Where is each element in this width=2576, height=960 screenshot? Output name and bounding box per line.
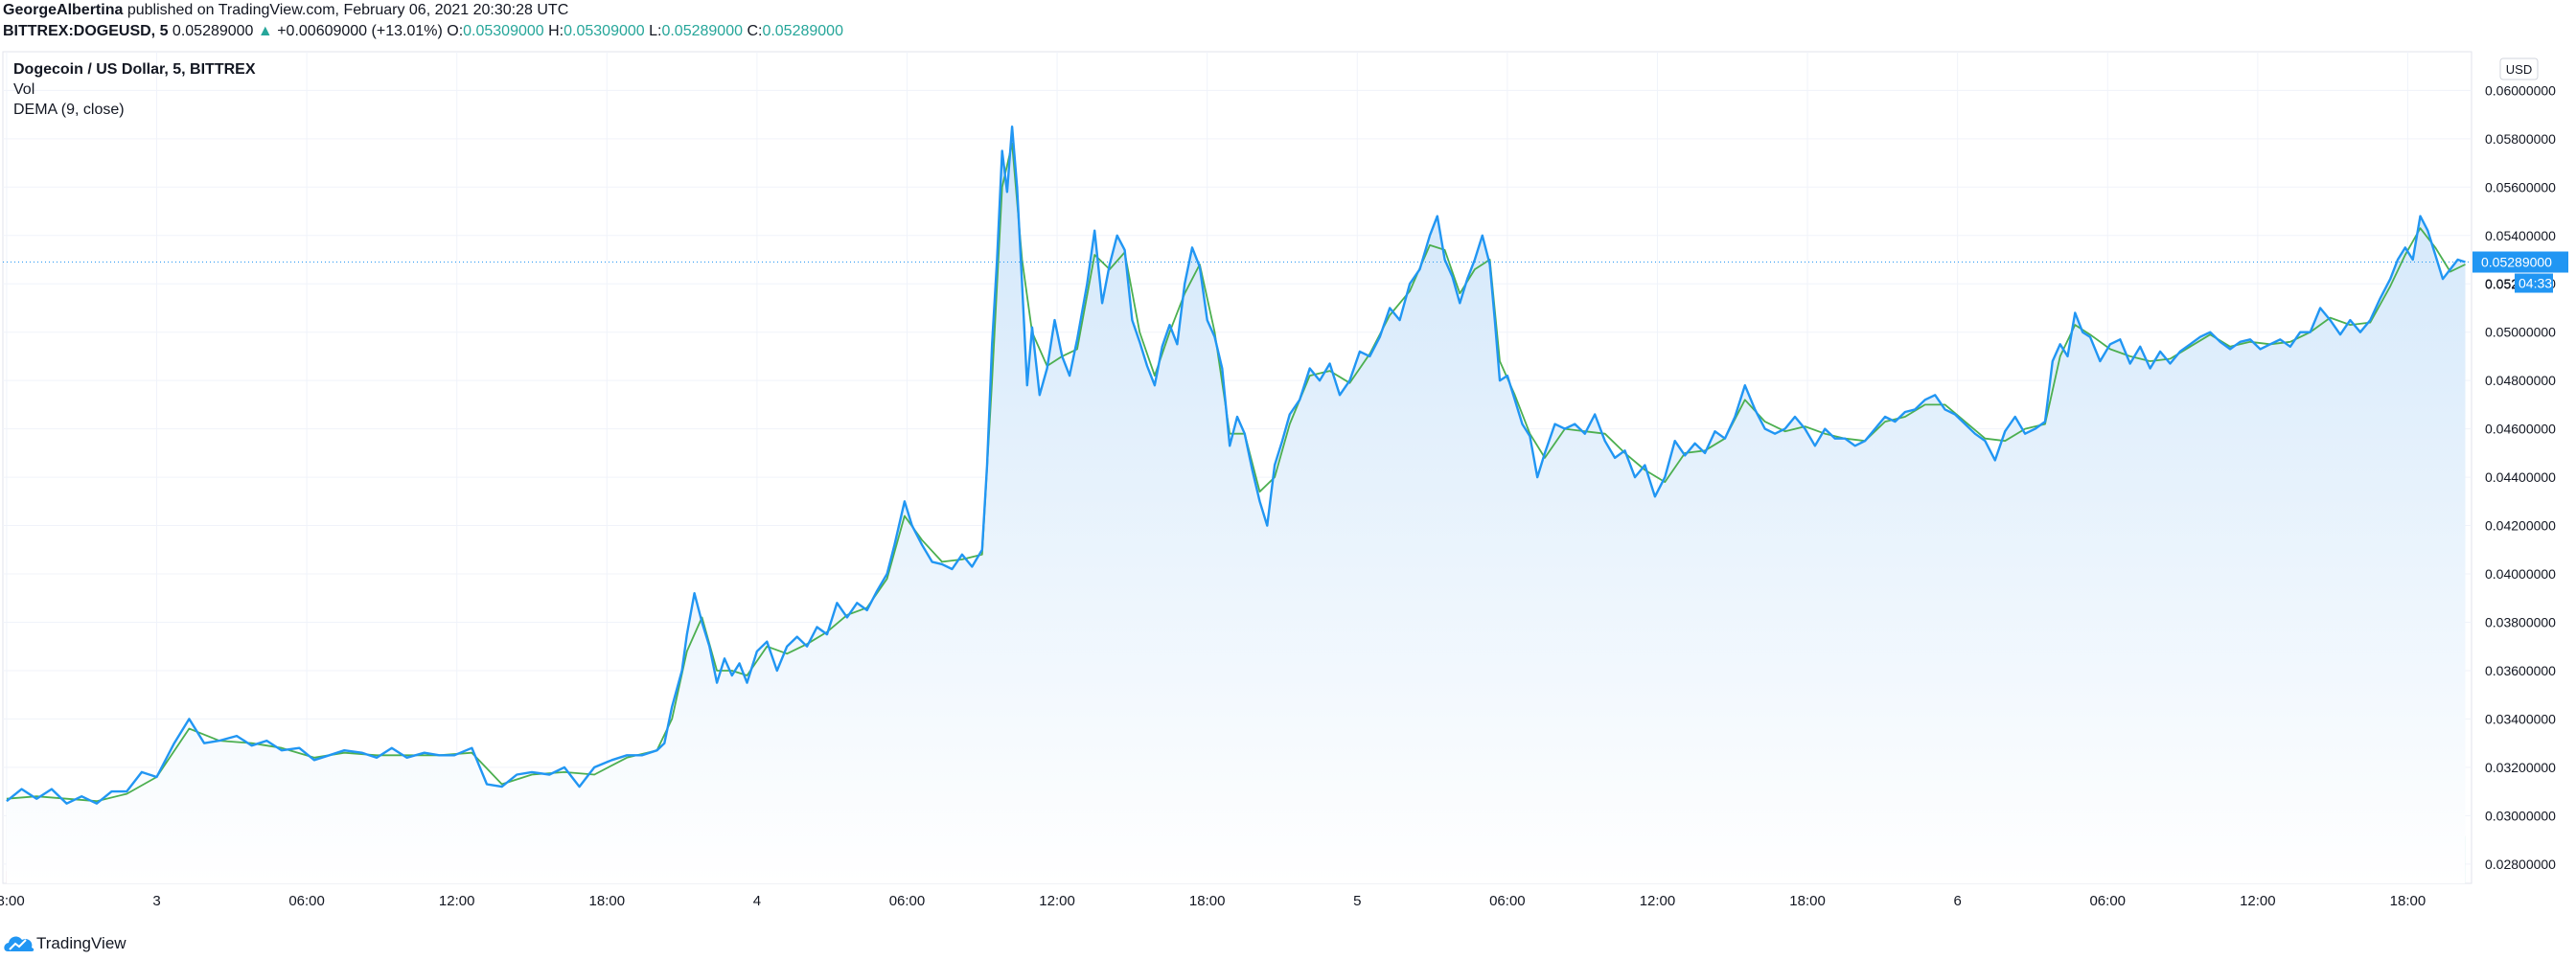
currency-label: USD (2506, 62, 2532, 77)
price-tick-label: 0.03000000 (2485, 808, 2556, 823)
high-value: 0.05309000 (564, 23, 645, 39)
time-tick-label: 18:00 (0, 893, 25, 909)
price-tick-label: 0.04200000 (2485, 518, 2556, 534)
price-tick-label: 0.04600000 (2485, 422, 2556, 437)
currency-badge (2499, 57, 2539, 80)
price-tick-label: 0.03400000 (2485, 711, 2556, 726)
last-price-label: 0.05289000 (2481, 255, 2552, 270)
change-value: +0.00609000 (+13.01%) (277, 23, 443, 39)
symbol-label: BITTREX:DOGEUSD, 5 (3, 23, 169, 39)
time-tick-label: 18:00 (589, 893, 626, 909)
time-tick-label: 3 (152, 893, 160, 909)
price-tick-label: 0.05400000 (2485, 228, 2556, 243)
publish-info: GeorgeAlbertina published on TradingView… (3, 2, 568, 19)
price-tick-label: 0.03800000 (2485, 614, 2556, 629)
tradingview-cloud-icon (4, 936, 34, 951)
time-tick-label: 12:00 (2240, 893, 2276, 909)
time-tick-label: 6 (1953, 893, 1961, 909)
price-axis[interactable]: 0.06000000 0.05800000 0.05600000 0.05400000… (2485, 57, 2556, 872)
price-tick-label: 0.04400000 (2485, 469, 2556, 485)
low-label: L: (649, 23, 662, 39)
time-tick-label: 06:00 (2089, 893, 2126, 909)
high-label: H: (548, 23, 564, 39)
countdown-label: 04:33 (2518, 276, 2552, 291)
legend-volume[interactable]: Vol (13, 81, 35, 98)
time-tick-label: 12:00 (1039, 893, 1075, 909)
time-tick-label: 12:00 (439, 893, 475, 909)
time-tick-label: 06:00 (1489, 893, 1526, 909)
low-value: 0.05289000 (661, 23, 743, 39)
quote-line: BITTREX:DOGEUSD, 5 0.05289000 ▲ +0.00609… (3, 23, 843, 40)
footer-brand[interactable]: TradingView (0, 925, 192, 960)
time-tick-label: 06:00 (288, 893, 325, 909)
price-tick-label: 0.05000000 (2485, 325, 2556, 340)
footer-brand-text: TradingView (36, 934, 126, 952)
open-label: O: (447, 23, 464, 39)
last-value: 0.05289000 (172, 23, 254, 39)
time-tick-label: 06:00 (889, 893, 926, 909)
price-tick-label: 0.03600000 (2485, 663, 2556, 678)
series-lines (6, 125, 2466, 805)
published-text: published on TradingView.com, February 0… (126, 2, 569, 18)
countdown-badge (2515, 273, 2553, 293)
price-tick-label: 0.02800000 (2485, 857, 2556, 872)
time-tick-label: 18:00 (1789, 893, 1826, 909)
time-tick-label: 5 (1353, 893, 1361, 909)
price-tick-behind: 0.052 (2485, 277, 2518, 292)
author-name[interactable]: GeorgeAlbertina (3, 2, 124, 18)
price-line (6, 125, 2466, 805)
last-price-badge (2472, 251, 2568, 273)
price-tick-label: 0.05600000 (2485, 179, 2556, 194)
time-tick-label: 18:00 (2390, 893, 2426, 909)
close-value: 0.05289000 (762, 23, 843, 39)
time-tick-label: 18:00 (1189, 893, 1226, 909)
time-tick-label: 12:00 (1640, 893, 1676, 909)
price-tick-label: 0.04800000 (2485, 373, 2556, 388)
change-up-icon: ▲ (257, 23, 273, 39)
price-tick-label: 0.03200000 (2485, 760, 2556, 775)
close-label: C: (747, 23, 763, 39)
price-badges: 0.052 0.05289000 04:33 (2472, 251, 2568, 293)
price-tick-label: 0.06000000 (2485, 82, 2556, 98)
price-area (6, 126, 2466, 883)
time-axis[interactable]: 18:00 3 06:00 12:00 18:00 4 06:00 12:00 18:00 5 06… (0, 893, 2426, 909)
legend-dema[interactable]: DEMA (9, close) (13, 102, 125, 118)
price-tick-label: 0.05800000 (2485, 131, 2556, 147)
open-value: 0.05309000 (463, 23, 544, 39)
time-tick-label: 4 (753, 893, 761, 909)
price-tick-label: 0.04000000 (2485, 566, 2556, 582)
legend-title[interactable]: Dogecoin / US Dollar, 5, BITTREX (13, 61, 256, 78)
